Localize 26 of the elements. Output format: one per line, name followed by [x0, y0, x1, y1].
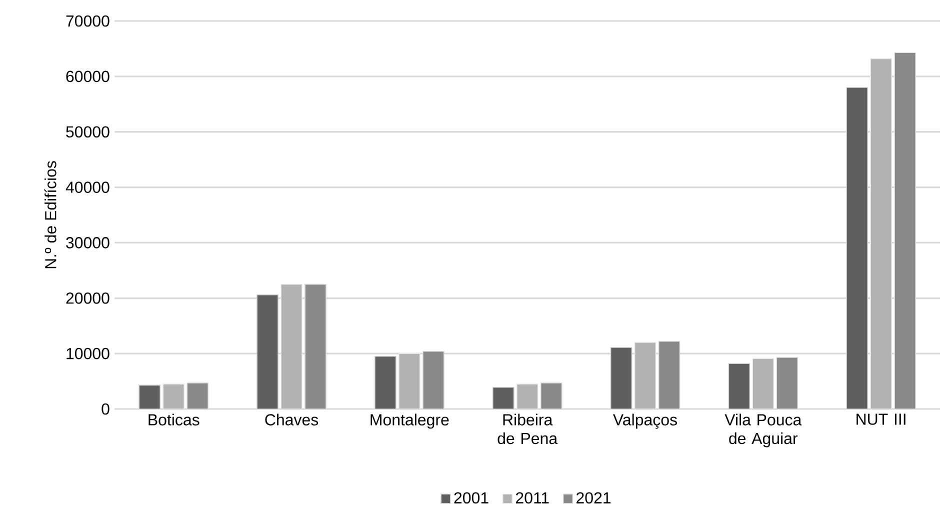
y-tick-label: 40000 [66, 182, 110, 194]
y-tick-label: 30000 [66, 237, 110, 249]
bar [162, 384, 185, 410]
legend-label: 2001 [454, 492, 488, 504]
bar [870, 58, 892, 410]
bar [280, 284, 302, 410]
y-tick-label: 20000 [66, 292, 110, 304]
x-tick-label: Boticas [148, 414, 200, 426]
legend-label: 2021 [576, 492, 611, 504]
x-tick-label: NUT III [856, 414, 906, 426]
x-tick-label: Ribeira de Pena [498, 414, 558, 444]
x-tick-label: Chaves [265, 414, 318, 426]
bar [516, 384, 538, 410]
bar [398, 353, 420, 410]
x-tick-label: Montalegre [370, 414, 449, 429]
x-tick-label: Valpaços [612, 414, 677, 429]
x-tick-label: Vila Pouca de Aguiar [724, 414, 802, 448]
y-tick-label: 10000 [66, 348, 110, 360]
bar [634, 342, 656, 410]
y-axis-title: N.º de Edifícios [44, 161, 56, 268]
y-tick-label: 70000 [66, 15, 110, 27]
y-tick-label: 50000 [66, 126, 110, 138]
legend-label: 2011 [516, 492, 549, 504]
bar [752, 358, 774, 410]
y-tick-label: 0 [102, 403, 110, 415]
y-tick-label: 60000 [66, 70, 110, 82]
